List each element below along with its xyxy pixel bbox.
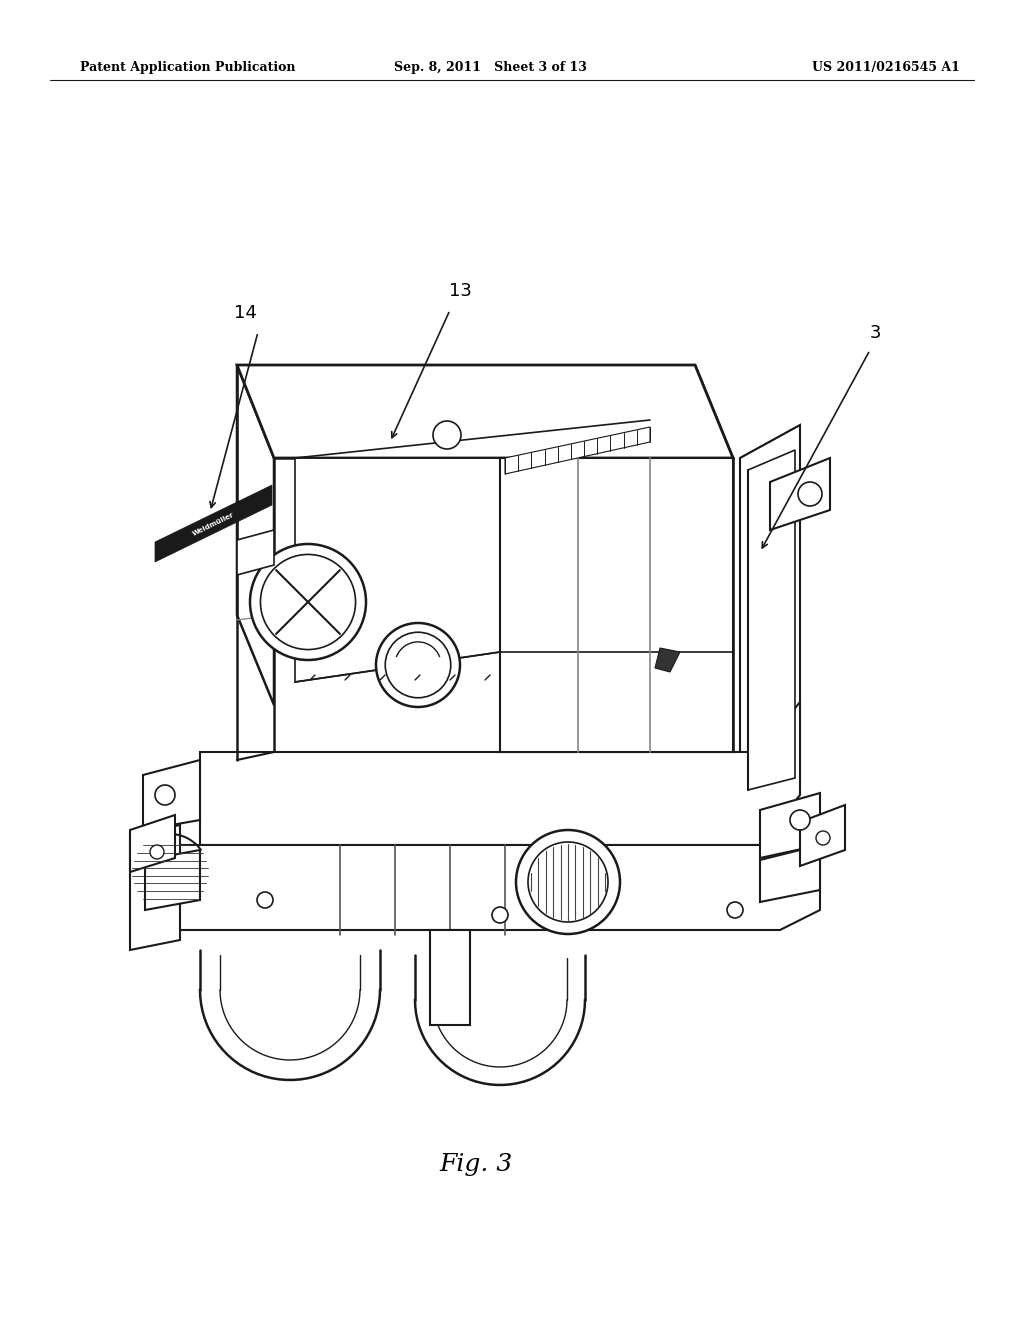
Circle shape xyxy=(492,907,508,923)
Polygon shape xyxy=(760,845,820,902)
Text: 14: 14 xyxy=(233,304,256,322)
Text: Weidmüller: Weidmüller xyxy=(191,511,234,537)
Polygon shape xyxy=(770,458,830,531)
Polygon shape xyxy=(175,825,820,931)
Circle shape xyxy=(727,902,743,917)
Polygon shape xyxy=(237,366,733,458)
Circle shape xyxy=(155,785,175,805)
Circle shape xyxy=(376,623,460,708)
Circle shape xyxy=(150,845,164,859)
Polygon shape xyxy=(130,825,180,950)
Polygon shape xyxy=(200,702,800,845)
Circle shape xyxy=(257,892,273,908)
Polygon shape xyxy=(155,484,272,562)
Circle shape xyxy=(528,842,608,921)
Polygon shape xyxy=(143,760,200,830)
Circle shape xyxy=(260,554,355,649)
Text: Patent Application Publication: Patent Application Publication xyxy=(80,62,296,74)
Text: 3: 3 xyxy=(869,323,881,342)
Text: 13: 13 xyxy=(449,282,471,300)
Polygon shape xyxy=(748,450,795,789)
Circle shape xyxy=(250,544,366,660)
Circle shape xyxy=(385,632,451,698)
Polygon shape xyxy=(800,805,845,866)
Circle shape xyxy=(816,832,830,845)
Circle shape xyxy=(790,810,810,830)
Text: US 2011/0216545 A1: US 2011/0216545 A1 xyxy=(812,62,961,74)
Polygon shape xyxy=(740,425,800,780)
Polygon shape xyxy=(695,366,733,752)
Polygon shape xyxy=(295,458,500,682)
Polygon shape xyxy=(500,458,733,752)
Polygon shape xyxy=(237,366,274,705)
Circle shape xyxy=(516,830,620,935)
Polygon shape xyxy=(505,426,650,474)
Text: Fig. 3: Fig. 3 xyxy=(439,1152,513,1176)
Polygon shape xyxy=(760,793,820,858)
Polygon shape xyxy=(274,458,733,752)
Polygon shape xyxy=(145,850,200,909)
Polygon shape xyxy=(237,531,274,576)
Circle shape xyxy=(798,482,822,506)
Polygon shape xyxy=(430,931,470,1026)
Circle shape xyxy=(433,421,461,449)
Text: Sep. 8, 2011   Sheet 3 of 13: Sep. 8, 2011 Sheet 3 of 13 xyxy=(393,62,587,74)
Polygon shape xyxy=(130,814,175,873)
Polygon shape xyxy=(655,648,680,672)
